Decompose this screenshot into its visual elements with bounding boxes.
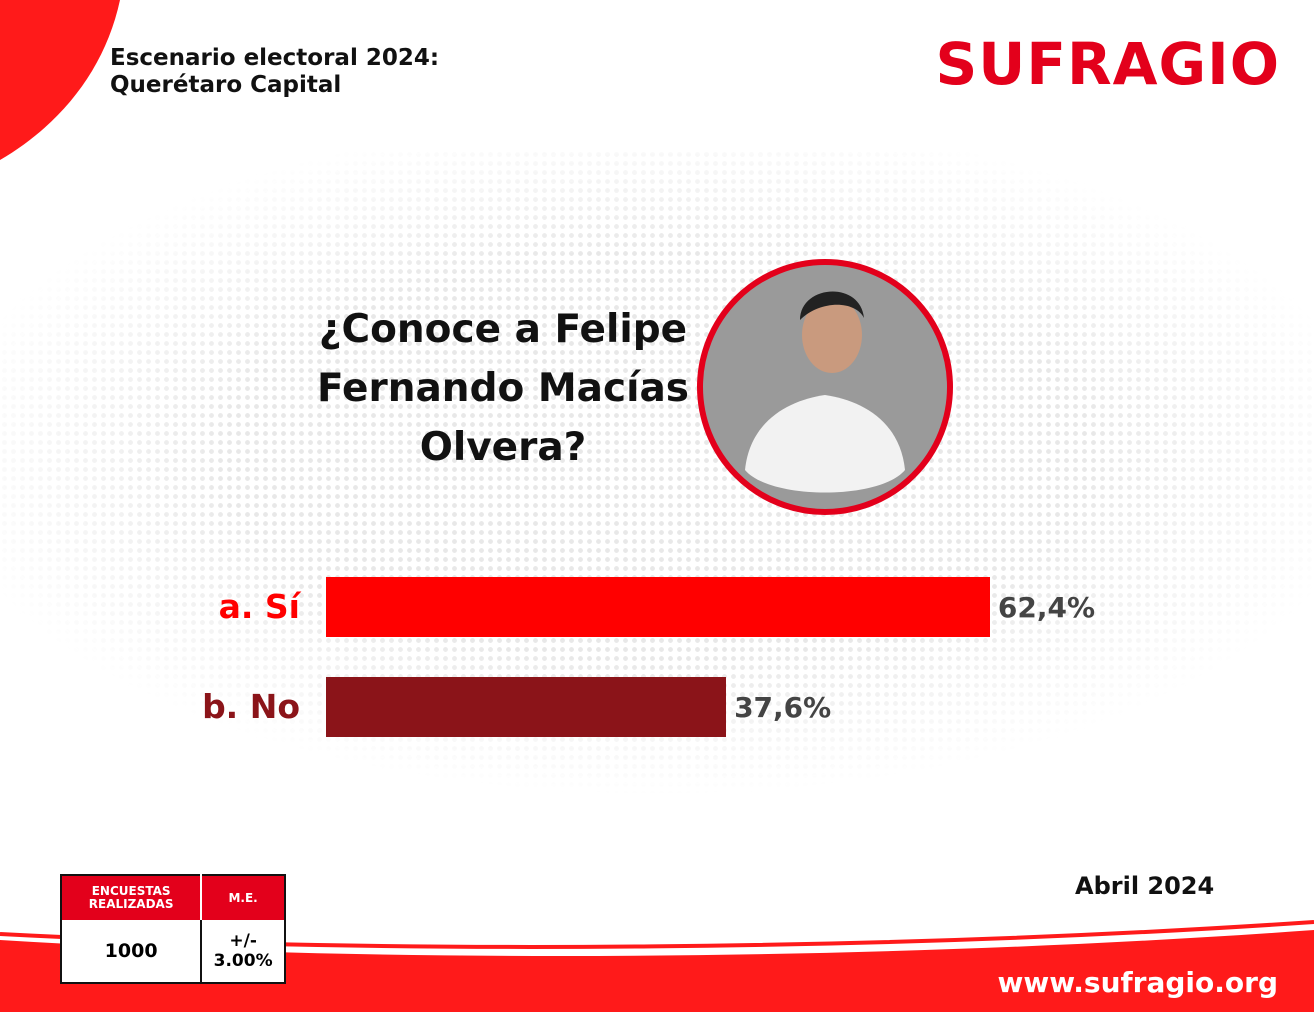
url: www.sufragio.org: [997, 966, 1278, 999]
category-label: a. Sí: [218, 587, 300, 626]
chart-title: ¿Conoce a Felipe Fernando Macías Olvera?: [316, 307, 690, 470]
header-title: Escenario electoral 2024:: [110, 45, 440, 71]
footer-band: [0, 930, 1314, 1012]
table-header: M.E.: [201, 875, 285, 920]
bar: [326, 577, 990, 637]
table-header: ENCUESTAS REALIZADAS: [61, 875, 203, 920]
date: Abril 2024: [1075, 872, 1215, 900]
corner-arc: [0, 0, 120, 160]
category-label: b. No: [202, 687, 300, 726]
table-cell: 1000: [61, 920, 203, 983]
survey-table: ENCUESTAS REALIZADAS M.E. 1000 +/- 3.00%: [60, 874, 286, 984]
portrait: [745, 291, 905, 493]
value-label: 62,4%: [997, 591, 1096, 624]
header-subtitle: Querétaro Capital: [110, 72, 342, 98]
bar: [326, 677, 727, 737]
table-cell: +/- 3.00%: [213, 931, 273, 971]
value-label: 37,6%: [734, 691, 832, 724]
logo: SUFRAGIO: [935, 30, 1280, 98]
